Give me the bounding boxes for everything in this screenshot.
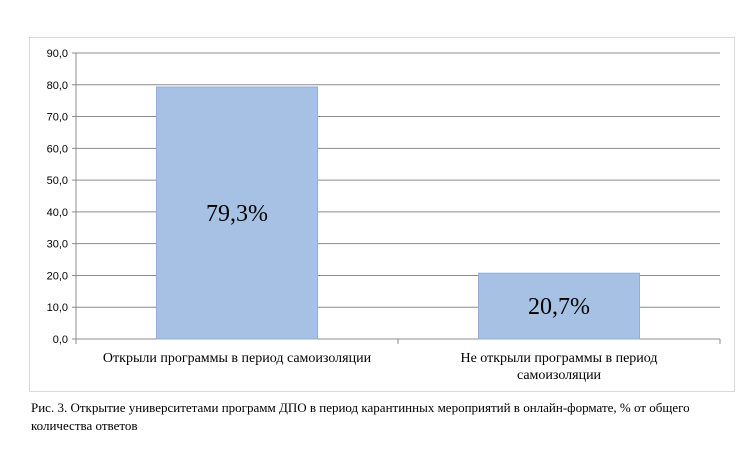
y-tick-label: 90,0 bbox=[47, 48, 68, 60]
y-tick-label: 50,0 bbox=[47, 175, 68, 187]
figure-caption: Рис. 3. Открытие университетами программ… bbox=[31, 400, 690, 433]
x-category-label: самоизоляции bbox=[517, 368, 602, 383]
y-tick-label: 80,0 bbox=[47, 80, 68, 92]
data-label: 20,7% bbox=[528, 294, 590, 320]
x-category-label: Не открыли программы в период bbox=[460, 351, 657, 366]
bar bbox=[478, 272, 640, 340]
y-tick-label: 60,0 bbox=[47, 143, 68, 155]
data-label: 79,3% bbox=[206, 201, 268, 227]
x-category-label: Открыли программы в период самоизоляции bbox=[103, 351, 372, 366]
y-tick-label: 40,0 bbox=[47, 207, 68, 219]
y-tick-label: 20,0 bbox=[47, 270, 68, 282]
y-tick-label: 10,0 bbox=[47, 302, 68, 314]
chart-container: 0,0 10,0 20,0 30,0 40,0 50,0 60,0 70,0 80,0 90,0 7… bbox=[29, 37, 735, 392]
y-tick-label: 30,0 bbox=[47, 239, 68, 251]
y-tick-label: 0,0 bbox=[53, 334, 68, 346]
bar bbox=[156, 86, 318, 340]
bar-chart: 0,0 10,0 20,0 30,0 40,0 50,0 60,0 70,0 80,0 90,0 7… bbox=[47, 48, 721, 383]
y-tick-label: 70,0 bbox=[47, 112, 68, 124]
